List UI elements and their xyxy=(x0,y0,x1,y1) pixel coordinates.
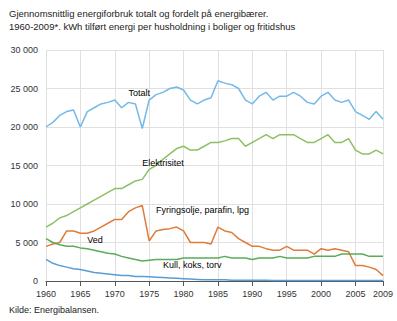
svg-text:1985: 1985 xyxy=(208,289,228,299)
svg-text:30 000: 30 000 xyxy=(10,45,38,55)
svg-text:Kull, koks, torv: Kull, koks, torv xyxy=(163,260,222,270)
svg-text:1990: 1990 xyxy=(242,289,262,299)
svg-text:0: 0 xyxy=(33,276,38,286)
svg-text:2005: 2005 xyxy=(345,289,365,299)
svg-text:Gjennomsnittlig energiforbruk: Gjennomsnittlig energiforbruk totalt og … xyxy=(9,8,268,19)
svg-text:2009: 2009 xyxy=(373,289,393,299)
svg-text:1965: 1965 xyxy=(70,289,90,299)
svg-text:10 000: 10 000 xyxy=(10,199,38,209)
svg-text:Kilde: Energibalansen.: Kilde: Energibalansen. xyxy=(9,305,99,315)
svg-text:Elektrisitet: Elektrisitet xyxy=(142,158,184,168)
svg-text:1960-2009*. kWh tilført energi: 1960-2009*. kWh tilført energi per husho… xyxy=(9,21,295,32)
svg-text:25 000: 25 000 xyxy=(10,84,38,94)
svg-text:1970: 1970 xyxy=(105,289,125,299)
svg-text:Fyringsolje, parafin, lpg: Fyringsolje, parafin, lpg xyxy=(156,205,249,215)
svg-text:20 000: 20 000 xyxy=(10,122,38,132)
svg-text:15 000: 15 000 xyxy=(10,161,38,171)
svg-text:Ved: Ved xyxy=(87,235,103,245)
svg-text:5 000: 5 000 xyxy=(15,238,38,248)
svg-text:1980: 1980 xyxy=(174,289,194,299)
svg-text:1995: 1995 xyxy=(277,289,297,299)
svg-text:1960: 1960 xyxy=(36,289,56,299)
svg-text:Totalt: Totalt xyxy=(129,88,151,98)
svg-text:1975: 1975 xyxy=(139,289,159,299)
svg-text:2000: 2000 xyxy=(311,289,331,299)
